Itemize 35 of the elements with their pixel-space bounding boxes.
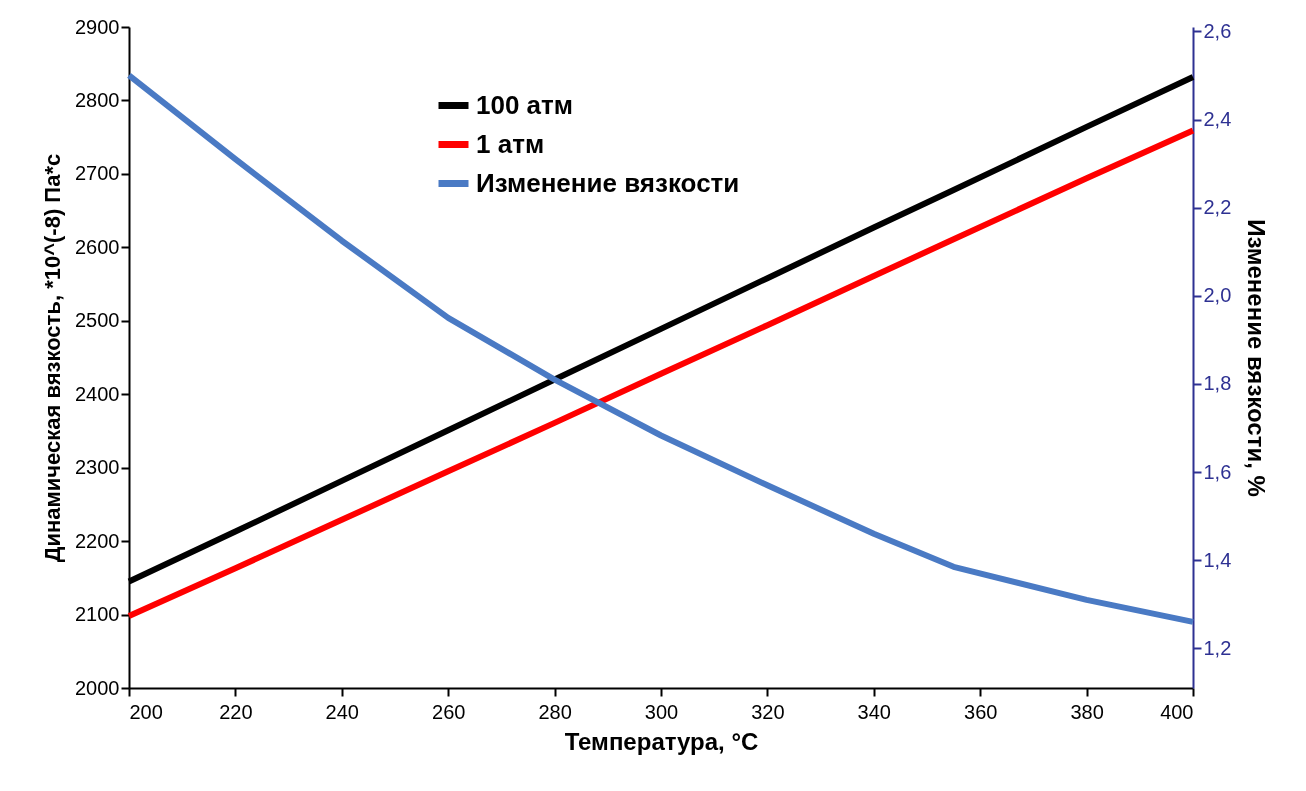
y-tick-label: 2000 [75, 676, 120, 699]
x-tick-label: 400 [1160, 700, 1194, 723]
y-tick-label: 2300 [75, 456, 120, 479]
y2-tick-label: 1,8 [1203, 372, 1232, 395]
y-tick-label: 2500 [75, 309, 120, 332]
y-tick-label: 2800 [75, 88, 120, 111]
y2-tick-label: 1,4 [1203, 548, 1232, 571]
x-tick-label: 260 [432, 700, 466, 723]
legend-label: 1 атм [476, 128, 545, 159]
y-tick-label: 2900 [75, 15, 120, 38]
y-tick-label: 2100 [75, 603, 120, 626]
y2-tick-label: 2,2 [1203, 196, 1232, 219]
legend-label: Изменение вязкости [476, 167, 740, 198]
x-tick-label: 240 [325, 700, 359, 723]
y2-axis-title: Изменение вязкости, % [1243, 219, 1271, 497]
y2-tick-label: 2,0 [1203, 284, 1232, 307]
y2-tick-label: 2,4 [1203, 108, 1232, 131]
x-tick-label: 280 [538, 700, 572, 723]
x-tick-label: 300 [644, 700, 679, 723]
x-tick-label: 380 [1070, 700, 1104, 723]
y-tick-label: 2700 [75, 162, 120, 185]
y-tick-label: 2400 [75, 382, 120, 405]
x-tick-label: 320 [751, 700, 785, 723]
y2-tick-label: 2,6 [1203, 19, 1232, 42]
x-tick-label: 340 [857, 700, 891, 723]
x-axis-title: Температура, °C [564, 727, 759, 755]
y2-tick-label: 1,2 [1203, 636, 1232, 659]
x-tick-label: 360 [964, 700, 998, 723]
y-tick-label: 2200 [75, 529, 120, 552]
x-tick-label: 200 [129, 700, 163, 723]
y-tick-label: 2600 [75, 235, 120, 258]
legend-label: 100 атм [476, 89, 574, 120]
y2-tick-label: 1,6 [1203, 460, 1232, 483]
x-tick-label: 220 [219, 700, 253, 723]
y-axis-title: Динамическая вязкость, *10^(-8) Па*с [40, 153, 66, 563]
